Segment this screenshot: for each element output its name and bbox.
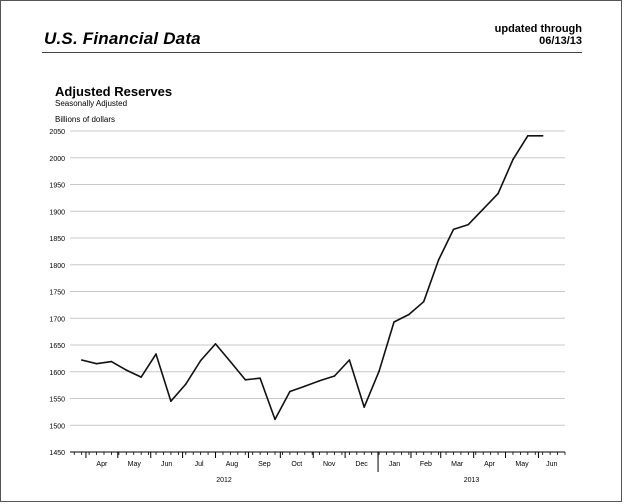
y-tick-label: 1850 <box>49 236 65 243</box>
y-tick-label: 2050 <box>49 129 65 136</box>
data-point <box>437 259 440 261</box>
chart-subtitle: Seasonally Adjusted <box>55 99 128 108</box>
updated-label: updated through <box>494 23 582 35</box>
x-tick-label: Sep <box>258 461 271 468</box>
y-tick-label: 1650 <box>49 343 65 350</box>
y-tick-label: 2000 <box>49 156 65 163</box>
data-point <box>541 135 544 137</box>
y-tick-label: 1600 <box>49 370 65 377</box>
page-title: U.S. Financial Data <box>44 29 201 48</box>
data-point <box>512 158 514 161</box>
data-point <box>214 343 217 345</box>
data-point <box>482 208 485 210</box>
x-tick-label: Jul <box>195 461 204 468</box>
data-point <box>527 135 529 137</box>
data-point <box>289 390 291 393</box>
header-divider <box>42 52 582 53</box>
updated-through-note: updated through 06/13/13 <box>495 23 582 47</box>
y-tick-label: 1450 <box>49 450 65 457</box>
data-point <box>348 359 351 361</box>
y-tick-label: 1550 <box>49 397 65 404</box>
x-tick-label: May <box>515 461 529 468</box>
x-tick-label: Apr <box>484 461 496 468</box>
data-point <box>333 375 336 377</box>
data-point <box>452 228 455 231</box>
y-tick-label: 1950 <box>49 183 65 190</box>
x-tick-label: Jan <box>389 461 400 468</box>
data-point <box>80 359 83 361</box>
y-axis-unit-label: Billions of dollars <box>55 115 116 124</box>
year-label: 2013 <box>464 477 480 484</box>
data-point <box>378 370 380 373</box>
data-point <box>304 385 306 388</box>
data-point <box>185 383 187 385</box>
data-point <box>408 313 410 316</box>
series-line-adjusted-reserves <box>81 135 543 421</box>
data-point <box>274 418 276 421</box>
data-point <box>155 353 157 355</box>
data-point <box>95 362 98 365</box>
updated-date: 06/13/13 <box>539 35 582 47</box>
data-point <box>170 400 172 403</box>
y-tick-label: 1800 <box>49 263 65 270</box>
x-tick-label: Aug <box>226 461 239 468</box>
data-point <box>393 321 395 323</box>
data-point <box>125 369 128 371</box>
data-point <box>318 380 321 382</box>
x-tick-label: Jun <box>161 461 172 468</box>
x-tick-label: Apr <box>96 461 108 468</box>
chart-title: Adjusted Reserves <box>55 84 173 99</box>
x-tick-label: Dec <box>355 461 368 468</box>
x-tick-label: Mar <box>451 461 464 468</box>
data-point <box>199 359 202 362</box>
x-tick-label: Jun <box>546 461 557 468</box>
data-point <box>422 300 425 303</box>
data-point <box>259 377 261 380</box>
year-label: 2012 <box>216 477 232 484</box>
y-tick-label: 1500 <box>49 423 65 430</box>
data-point <box>363 406 366 408</box>
x-tick-label: May <box>128 461 142 468</box>
data-point <box>467 223 470 226</box>
data-point <box>110 360 113 363</box>
y-tick-label: 1700 <box>49 316 65 323</box>
x-tick-label: Feb <box>420 461 432 468</box>
x-tick-label: Oct <box>291 461 302 468</box>
y-tick-label: 1750 <box>49 290 65 297</box>
data-point <box>244 379 247 381</box>
y-tick-label: 1900 <box>49 209 65 216</box>
x-tick-label: Nov <box>323 461 336 468</box>
data-point <box>140 376 142 378</box>
data-point <box>229 360 232 363</box>
data-point <box>497 192 499 195</box>
